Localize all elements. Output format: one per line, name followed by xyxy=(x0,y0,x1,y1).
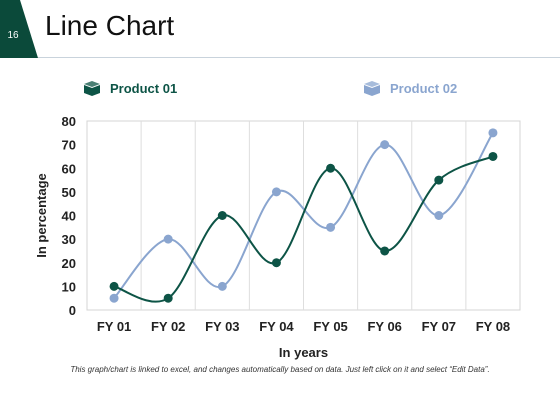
box-icon xyxy=(84,81,100,96)
y-tick-label: 0 xyxy=(69,303,76,318)
page-title: Line Chart xyxy=(45,10,175,41)
x-tick-label: FY 06 xyxy=(367,319,401,334)
y-tick-label: 80 xyxy=(62,114,76,129)
legend-label: Product 01 xyxy=(110,80,178,96)
data-point-product-01 xyxy=(163,293,173,303)
data-point-product-01 xyxy=(217,211,227,220)
x-tick-label: FY 01 xyxy=(97,319,131,334)
y-tick-label: 70 xyxy=(62,138,76,153)
box-icon xyxy=(364,81,380,96)
y-tick-label: 40 xyxy=(62,209,76,224)
data-point-product-01 xyxy=(434,175,444,185)
legend-item-product-01: Product 01 xyxy=(82,78,177,98)
legend-label: Product 02 xyxy=(390,80,458,96)
header-divider xyxy=(38,57,560,58)
y-tick-label: 60 xyxy=(62,161,76,176)
data-point-product-01 xyxy=(271,258,281,268)
x-tick-label: FY 07 xyxy=(422,319,456,334)
data-point-product-02 xyxy=(109,293,119,303)
slide-number: 16 xyxy=(7,30,19,41)
data-point-product-02 xyxy=(326,222,336,232)
data-point-product-02 xyxy=(163,234,173,244)
x-tick-label: FY 05 xyxy=(313,319,347,334)
footnote: This graph/chart is linked to excel, and… xyxy=(70,365,490,374)
legend-item-product-02: Product 02 xyxy=(362,78,457,98)
data-point-product-02 xyxy=(488,128,498,138)
y-tick-label: 30 xyxy=(62,232,76,247)
y-axis-title: In percentage xyxy=(34,173,49,258)
data-point-product-01 xyxy=(326,163,336,173)
y-tick-label: 10 xyxy=(62,279,76,294)
y-tick-label: 50 xyxy=(62,185,76,200)
data-point-product-02 xyxy=(217,281,227,291)
x-tick-label: FY 04 xyxy=(259,319,294,334)
data-point-product-02 xyxy=(271,187,281,197)
x-tick-label: FY 02 xyxy=(151,319,185,334)
data-point-product-01 xyxy=(109,281,119,291)
y-tick-label: 20 xyxy=(62,256,76,271)
data-point-product-01 xyxy=(488,151,498,161)
data-point-product-01 xyxy=(380,246,390,256)
slide-number-tab xyxy=(0,0,38,58)
x-axis-title: In years xyxy=(279,345,328,360)
x-tick-label: FY 03 xyxy=(205,319,239,334)
series-line-product-01 xyxy=(113,155,494,303)
data-point-product-02 xyxy=(380,140,390,150)
data-point-product-02 xyxy=(434,211,444,220)
x-tick-label: FY 08 xyxy=(476,319,510,334)
